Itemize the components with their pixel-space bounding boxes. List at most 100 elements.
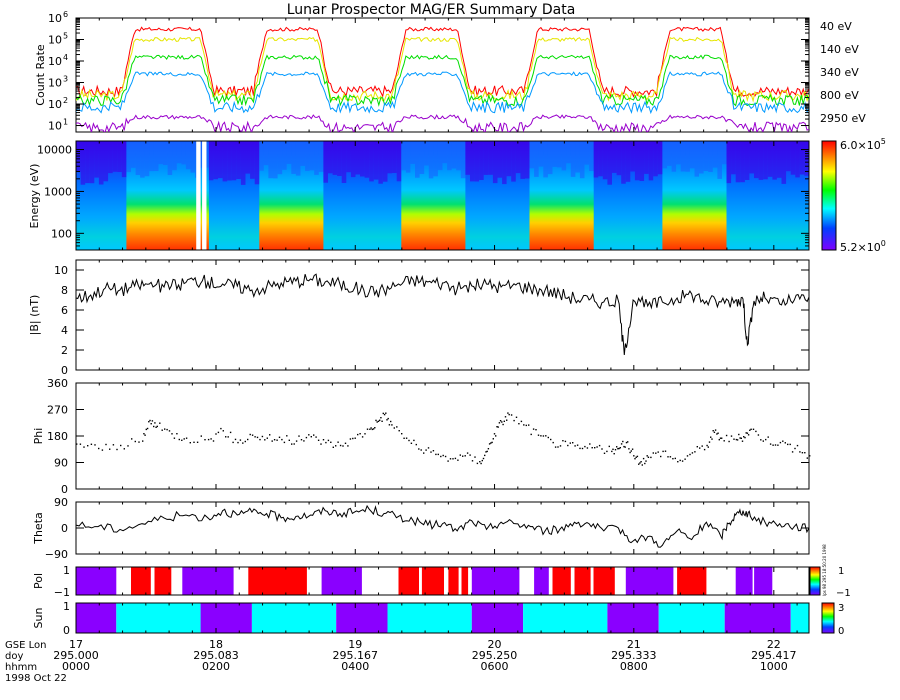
spectrogram-column bbox=[103, 141, 109, 182]
phi-point bbox=[442, 454, 444, 457]
phi-point bbox=[498, 422, 501, 424]
spectrogram-column bbox=[744, 141, 751, 180]
phi-point bbox=[143, 433, 145, 435]
spectrogram-column bbox=[240, 141, 247, 185]
spectrogram-column bbox=[781, 141, 787, 184]
spectrogram-column bbox=[483, 141, 489, 175]
spectrogram-column bbox=[497, 141, 503, 178]
spectrogram-column bbox=[566, 141, 572, 164]
field-magnitude-ylabel: |B| (nT) bbox=[28, 295, 41, 336]
phi-point bbox=[171, 433, 173, 435]
phi-point bbox=[298, 435, 300, 437]
spectrogram-column bbox=[488, 141, 494, 250]
phi-point bbox=[736, 439, 739, 441]
phi-point bbox=[624, 446, 626, 448]
phi-point bbox=[300, 439, 303, 441]
phi-point bbox=[391, 424, 393, 426]
phi-point bbox=[87, 445, 89, 447]
spectrogram-column bbox=[515, 141, 521, 174]
spectrogram-column bbox=[648, 141, 654, 181]
y-tick-label: 90 bbox=[54, 496, 68, 509]
polarity-segment bbox=[248, 567, 307, 595]
spectrogram-column bbox=[369, 141, 375, 250]
spectrogram-column bbox=[525, 141, 531, 179]
phi-point bbox=[388, 424, 391, 426]
spectrogram-column bbox=[694, 141, 700, 250]
xaxis-lon-label: 17 bbox=[69, 638, 83, 651]
spectrogram-column bbox=[566, 141, 572, 250]
spectrogram-column bbox=[525, 141, 531, 250]
y-tick-label: 0 bbox=[61, 364, 68, 377]
spectrogram-column bbox=[419, 141, 425, 174]
phi-point bbox=[501, 421, 503, 423]
phi-point bbox=[120, 444, 122, 447]
y-tick-label: 10 bbox=[48, 77, 62, 90]
spectrogram-column bbox=[112, 141, 118, 250]
phi-point bbox=[145, 428, 147, 431]
spectrogram-column bbox=[612, 141, 618, 250]
phi-point bbox=[134, 440, 136, 443]
phi-point bbox=[547, 436, 549, 439]
phi-point bbox=[618, 447, 620, 450]
phi-point bbox=[464, 455, 466, 457]
spectrogram-column bbox=[373, 141, 379, 250]
spectrogram-column bbox=[144, 141, 150, 250]
spectrogram-column bbox=[447, 141, 453, 171]
y-tick-label: −1 bbox=[54, 586, 70, 599]
phi-point bbox=[497, 426, 499, 428]
spectrogram-column bbox=[447, 141, 453, 250]
phi-point bbox=[579, 447, 581, 450]
spectrogram-column bbox=[396, 141, 402, 182]
spectrogram-column bbox=[305, 141, 311, 250]
spectrogram-column bbox=[685, 141, 691, 172]
polarity-segment bbox=[471, 567, 520, 595]
spectrogram-column bbox=[85, 141, 91, 250]
count-rate-series bbox=[76, 71, 809, 115]
phi-point bbox=[712, 430, 714, 432]
spectrogram-column bbox=[314, 141, 320, 250]
phi-point bbox=[408, 439, 410, 442]
phi-point bbox=[608, 445, 610, 448]
phi-point bbox=[523, 424, 525, 426]
spectrogram-column bbox=[185, 141, 192, 250]
phi-point bbox=[379, 419, 381, 421]
phi-point bbox=[247, 438, 249, 441]
spectrogram-column bbox=[300, 141, 306, 250]
phi-point bbox=[437, 453, 439, 456]
count-rate-legend-item: 140 eV bbox=[820, 43, 859, 56]
spectrogram-column bbox=[254, 141, 260, 185]
phi-point bbox=[325, 441, 327, 444]
spectrogram-column bbox=[740, 141, 746, 183]
phi-point bbox=[718, 439, 720, 441]
phi-point bbox=[222, 430, 224, 432]
x-axis: GSE Lon doy hhmm 1998 Oct 22 17295.00000… bbox=[5, 638, 797, 684]
phi-point bbox=[178, 438, 180, 441]
phi-point bbox=[738, 433, 740, 436]
spectrogram-column bbox=[328, 141, 334, 174]
phi-point bbox=[806, 457, 808, 459]
spectrogram-column bbox=[726, 141, 732, 184]
spectrogram-column bbox=[731, 141, 737, 250]
y-tick-exponent: 4 bbox=[63, 53, 68, 62]
y-tick-exponent: 5 bbox=[63, 32, 68, 41]
spectrogram-column bbox=[158, 141, 164, 250]
phi-point bbox=[769, 443, 772, 445]
phi-point bbox=[639, 462, 641, 464]
phi-point bbox=[612, 448, 614, 450]
phi-point bbox=[714, 429, 717, 431]
phi-point bbox=[435, 453, 437, 456]
y-tick-label: 1000 bbox=[44, 185, 72, 198]
phi-point bbox=[383, 413, 386, 416]
phi-point bbox=[183, 438, 185, 440]
phi-point bbox=[492, 438, 494, 440]
spectrogram-column bbox=[121, 141, 127, 250]
spectrogram-column bbox=[625, 141, 631, 182]
spectrogram-column bbox=[717, 141, 723, 179]
spectrogram-column bbox=[497, 141, 503, 250]
phi-point bbox=[380, 417, 382, 419]
y-tick-label: −90 bbox=[45, 548, 68, 561]
phi-point bbox=[552, 441, 554, 444]
spectrogram-column bbox=[699, 141, 705, 174]
phi-point bbox=[479, 461, 481, 463]
spectrogram-column bbox=[483, 141, 489, 250]
